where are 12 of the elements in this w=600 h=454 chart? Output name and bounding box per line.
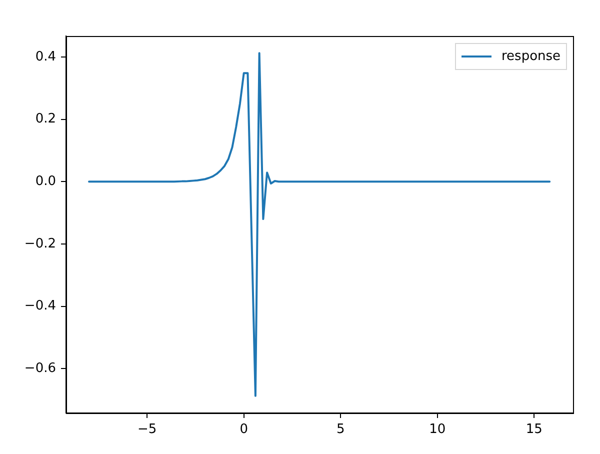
- y-tick-label: −0.4: [24, 298, 56, 314]
- y-tick-label: 0.4: [35, 49, 56, 64]
- x-tick-label: 15: [526, 422, 542, 438]
- x-tick-label: 10: [429, 422, 446, 438]
- legend-label: response: [502, 48, 561, 64]
- y-tick-label: −0.6: [24, 361, 56, 376]
- x-tick-label: −5: [137, 422, 157, 438]
- x-tick-label: 0: [240, 422, 248, 438]
- y-tick-label: −0.2: [24, 236, 56, 252]
- x-tick-label: 5: [336, 422, 345, 438]
- y-tick-label: 0.0: [35, 174, 56, 189]
- y-tick-label: 0.2: [35, 112, 56, 127]
